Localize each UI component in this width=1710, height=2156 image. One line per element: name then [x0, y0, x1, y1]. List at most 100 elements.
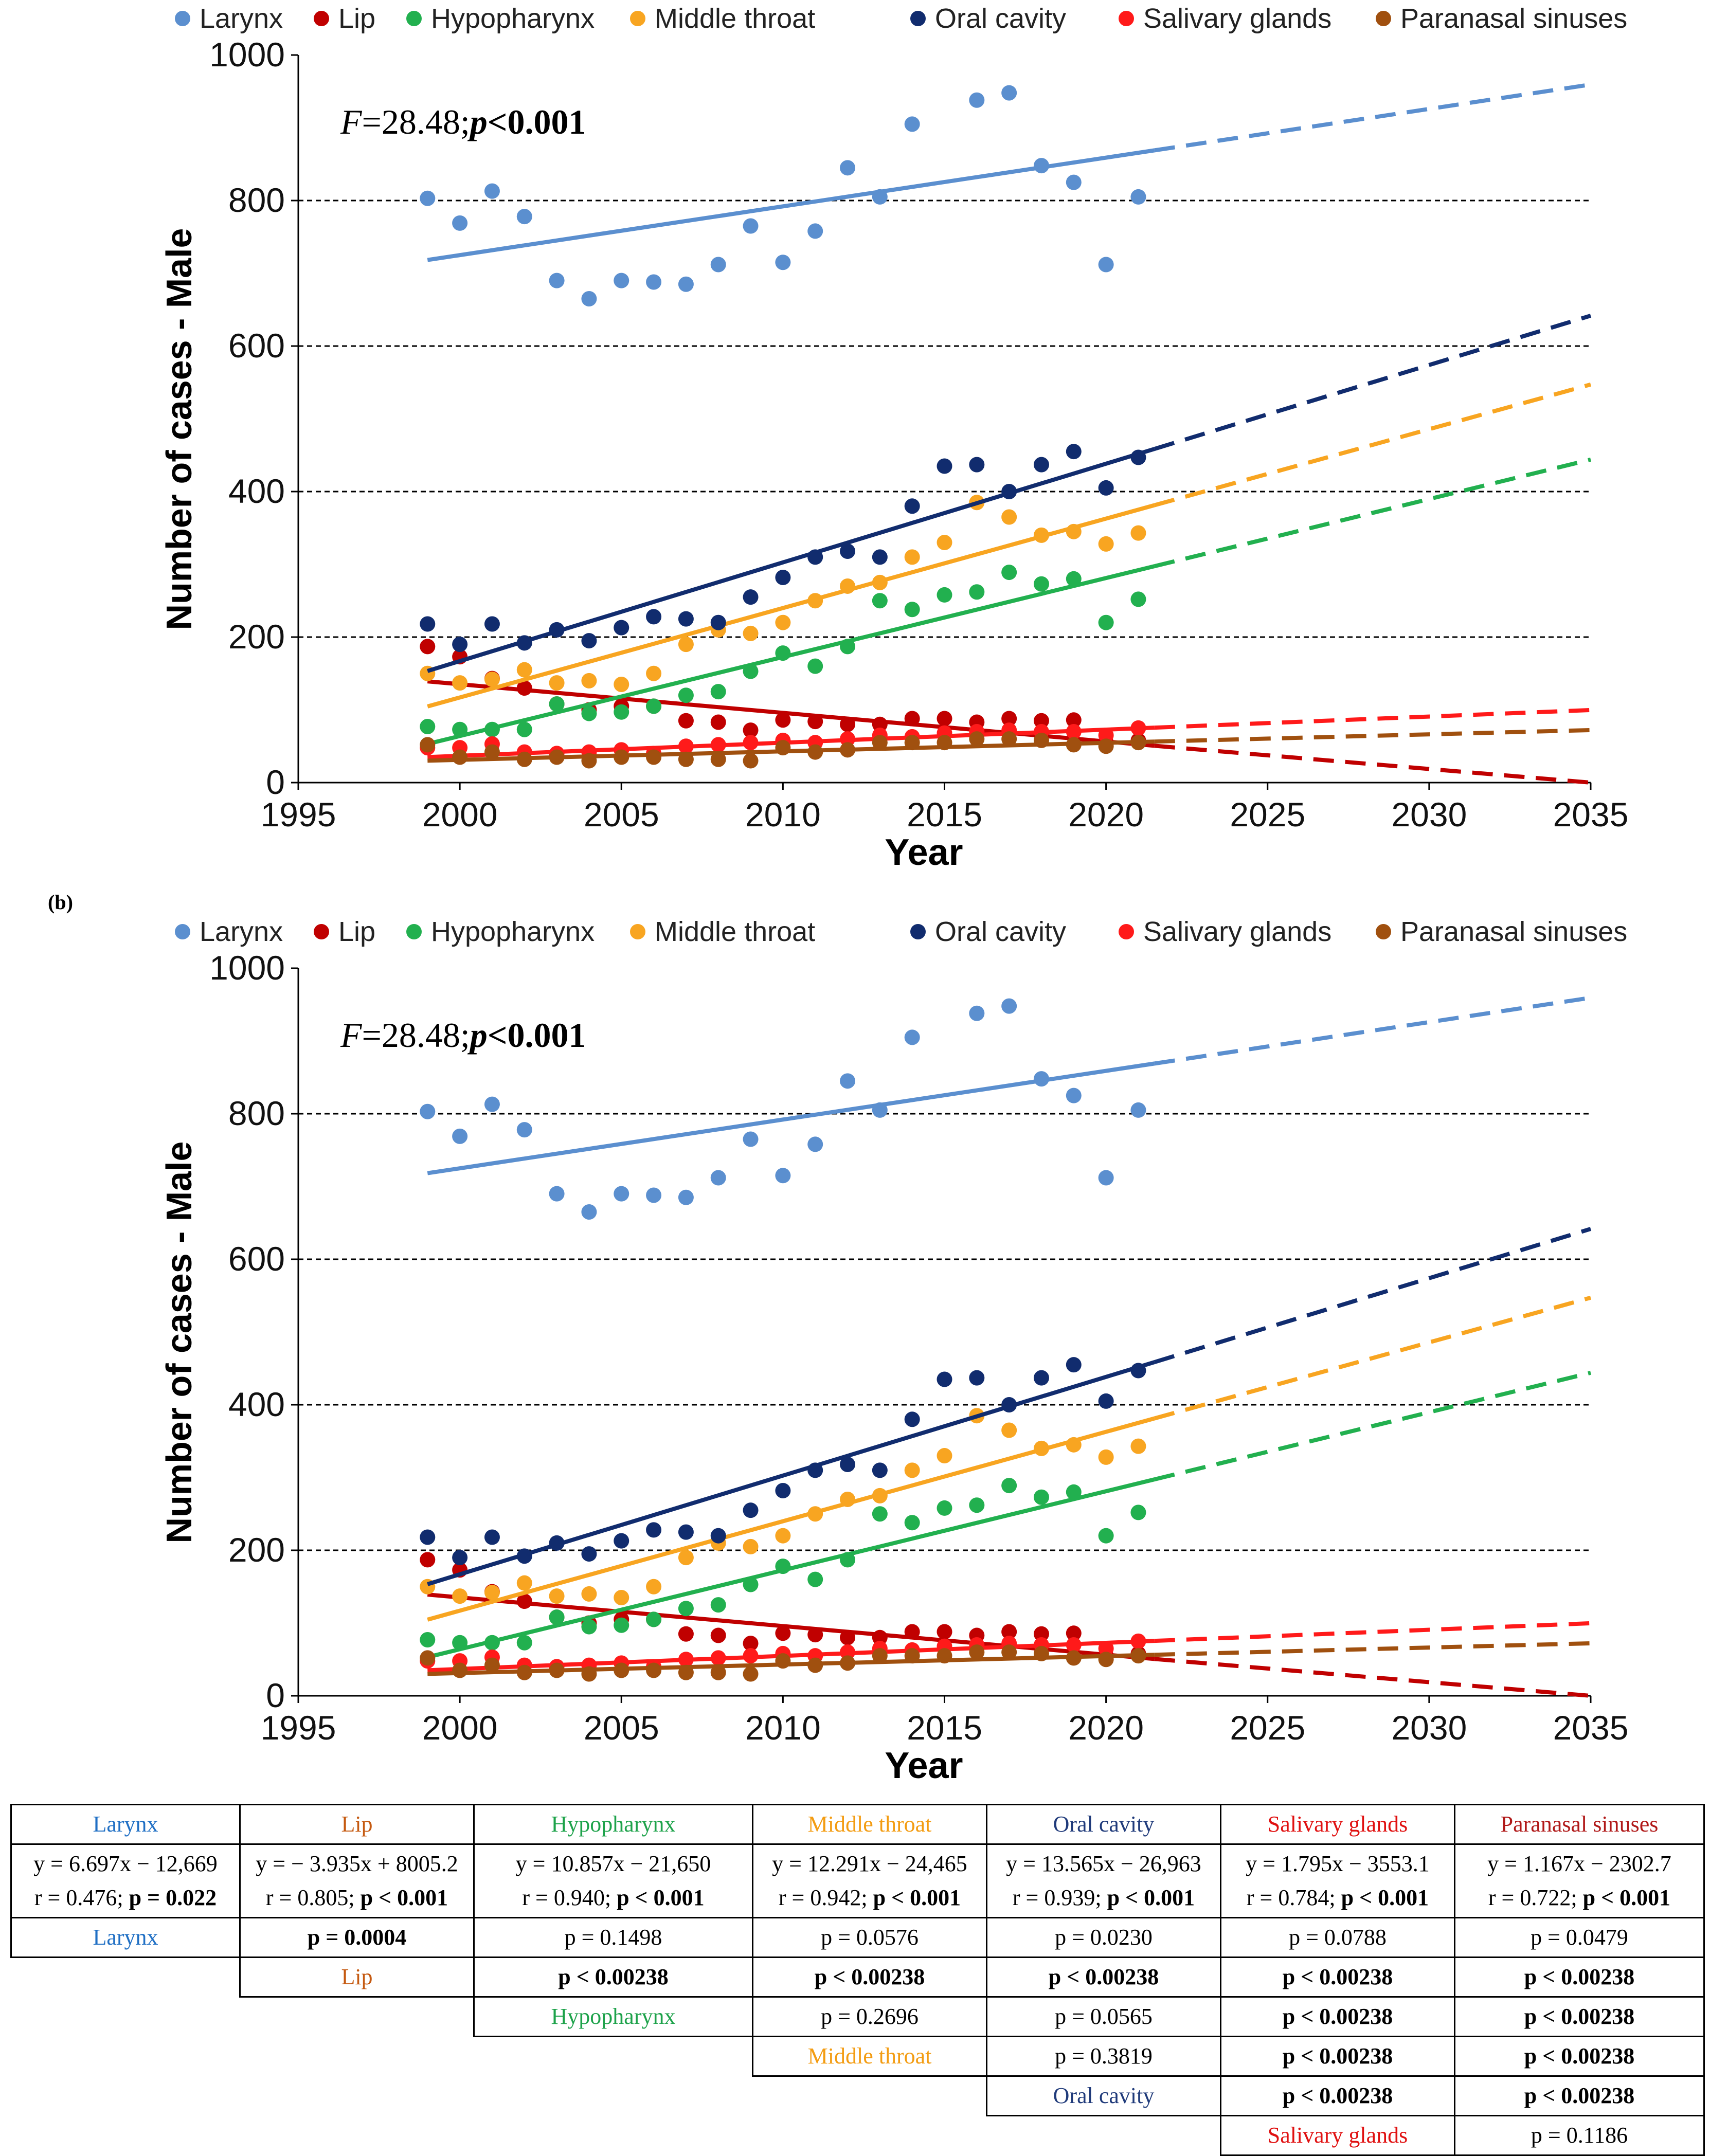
comparison-row-label: Salivary glands — [1220, 2115, 1455, 2156]
data-point — [904, 1411, 920, 1427]
data-point — [840, 1491, 856, 1507]
data-point — [1098, 1528, 1114, 1544]
data-point — [452, 1550, 468, 1566]
data-point — [1033, 158, 1049, 174]
blank-cell — [474, 2037, 753, 2076]
data-point — [516, 1635, 532, 1651]
data-point — [969, 731, 985, 747]
header-label: Middle throat — [807, 1811, 932, 1837]
trend-line — [427, 1653, 1155, 1676]
data-point — [775, 712, 791, 728]
data-point — [710, 1627, 726, 1643]
series-oral-cavity — [420, 1227, 1592, 1586]
data-point — [420, 616, 436, 632]
data-point — [1098, 1652, 1114, 1668]
legend-label: Salivary glands — [1143, 3, 1331, 34]
p-value: p = 0.2696 — [821, 2004, 919, 2029]
data-point — [807, 1462, 823, 1478]
data-point — [1130, 1102, 1146, 1118]
legend-label: Larynx — [200, 3, 283, 34]
data-point — [807, 593, 823, 609]
data-point — [516, 1664, 532, 1680]
data-point — [484, 672, 500, 687]
data-point — [1033, 527, 1049, 543]
data-point — [646, 665, 662, 681]
data-point — [452, 675, 468, 691]
data-point — [1130, 1633, 1146, 1649]
header-label: Lip — [341, 1811, 373, 1837]
series-middle-throat — [420, 382, 1592, 709]
legend-entry-hypopharynx: Hypopharynx — [406, 916, 595, 947]
pairwise-p-value: p < 0.00238 — [752, 1956, 987, 1998]
annotation-f-part: F — [340, 1016, 363, 1055]
data-point — [937, 1624, 952, 1640]
series-hypopharynx — [420, 457, 1591, 746]
data-point — [581, 1619, 597, 1635]
data-point — [710, 1650, 726, 1666]
data-point — [1098, 1393, 1114, 1409]
data-point — [840, 1073, 856, 1089]
legend-label: Larynx — [200, 916, 283, 947]
blank-cell — [474, 2076, 753, 2116]
data-point — [807, 223, 823, 239]
comparison-row-label: Lip — [239, 1956, 475, 1998]
legend-label: Paranasal sinuses — [1400, 916, 1627, 947]
data-point — [549, 1662, 565, 1678]
p-value: p = 0.3819 — [1055, 2043, 1153, 2069]
data-point — [1066, 523, 1082, 539]
data-point — [710, 614, 726, 630]
legend-marker — [910, 924, 926, 939]
y-tick-label: 600 — [228, 1240, 285, 1278]
y-tick-label: 200 — [228, 1531, 285, 1569]
data-point — [710, 257, 726, 273]
p-value: p < 0.00238 — [1524, 2004, 1635, 2029]
forecast-line — [1154, 995, 1591, 1066]
data-point — [710, 1664, 726, 1680]
data-point — [484, 1585, 500, 1601]
data-point — [710, 751, 726, 767]
data-point — [775, 1559, 791, 1574]
data-point — [840, 578, 856, 594]
header-label: Larynx — [93, 1811, 158, 1837]
x-tick-label: 2025 — [1230, 795, 1305, 834]
data-point — [484, 1529, 500, 1545]
data-point — [646, 609, 662, 625]
legend-entry-hypopharynx: Hypopharynx — [406, 3, 595, 34]
p-value: p = 0.1498 — [564, 1925, 662, 1950]
pairwise-p-value: p < 0.00238 — [1454, 1996, 1705, 2037]
data-point — [678, 738, 694, 754]
data-point — [678, 1652, 694, 1668]
x-tick-label: 1995 — [261, 795, 336, 834]
data-point — [904, 1029, 920, 1045]
data-point — [1066, 1088, 1082, 1103]
p-value-text: p < 0.001 — [617, 1885, 705, 1910]
legend-entry-salivary-glands: Salivary glands — [1119, 3, 1331, 34]
regression-statistics-table: Larynx Lip Hypopharynx Middle throat Oral ca… — [10, 1804, 1705, 2156]
data-point — [807, 549, 823, 565]
y-tick-label: 800 — [228, 181, 285, 219]
data-point — [484, 721, 500, 737]
pairwise-p-value: p = 0.0004 — [239, 1917, 475, 1958]
data-point — [549, 622, 565, 638]
p-value: p = 0.0479 — [1531, 1925, 1628, 1950]
data-point — [1001, 565, 1017, 581]
p-value: p < 0.00238 — [814, 1964, 925, 1989]
data-point — [840, 1629, 856, 1645]
data-point — [904, 116, 920, 132]
annotation-f-val: =28.48; — [362, 1016, 470, 1055]
series-paranasal-sinuses — [420, 728, 1591, 769]
data-point — [1066, 444, 1082, 460]
correlation-text: r = 0.722; — [1488, 1885, 1583, 1910]
legend-marker — [314, 11, 329, 26]
pairwise-p-value: p = 0.0565 — [986, 1996, 1221, 2037]
trend-line — [427, 726, 1155, 759]
forecast-line — [1154, 708, 1591, 730]
legend-label: Middle throat — [655, 916, 815, 947]
data-point — [516, 1122, 532, 1138]
series-paranasal-sinuses — [420, 1641, 1591, 1682]
p-value: p < 0.00238 — [1524, 2083, 1635, 2108]
data-point — [710, 714, 726, 730]
data-point — [775, 569, 791, 585]
data-point — [1066, 723, 1082, 739]
blank-cell — [11, 1997, 240, 2037]
